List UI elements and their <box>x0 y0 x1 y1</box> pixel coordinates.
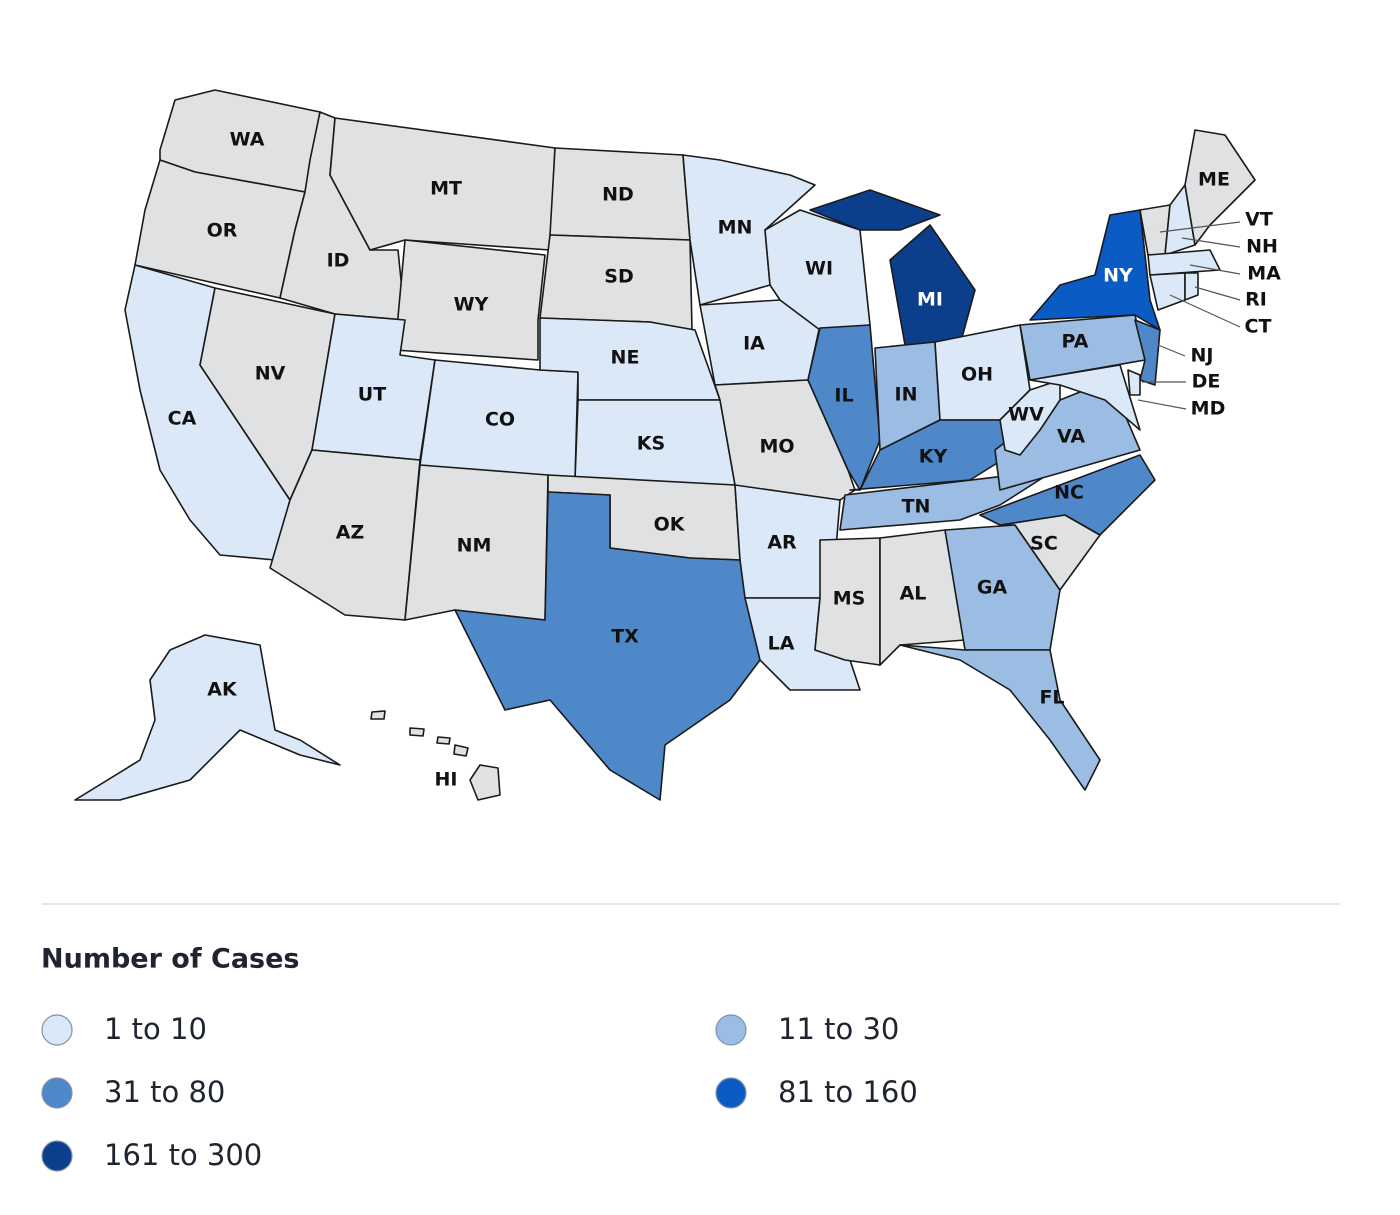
state-label: WY <box>454 294 489 316</box>
state-label: IA <box>743 333 765 355</box>
state-shape <box>74 634 341 801</box>
state-label: HI <box>435 769 458 791</box>
state-label: MO <box>759 436 794 458</box>
state-label: VA <box>1057 426 1085 448</box>
state-shape <box>899 644 1101 791</box>
state-shape <box>879 529 966 666</box>
legend-swatch <box>41 1077 73 1109</box>
state-label: FL <box>1039 687 1064 709</box>
state-label: OR <box>207 220 238 242</box>
state-shape <box>1029 364 1141 431</box>
state-label: WA <box>230 129 265 151</box>
state-label: MN <box>718 217 753 239</box>
state-shape <box>1127 369 1141 396</box>
state-label: GA <box>977 577 1008 599</box>
leader-line <box>1181 237 1241 248</box>
state-label: OK <box>654 514 686 536</box>
state-shape <box>454 491 761 801</box>
legend: 1 to 10 11 to 30 31 to 80 81 to 160 161 to 3… <box>41 1012 918 1172</box>
state-label: IL <box>834 385 853 407</box>
state-label: LA <box>768 633 795 655</box>
state-label: TX <box>611 626 639 648</box>
state-label: MT <box>430 178 462 200</box>
state-shape <box>469 764 501 801</box>
state-label: SD <box>604 266 633 288</box>
state-shape <box>999 379 1061 456</box>
legend-label: 1 to 10 <box>104 1012 207 1046</box>
legend-label: 81 to 160 <box>778 1075 918 1109</box>
state-label: UT <box>358 384 386 406</box>
leader-line <box>1159 221 1241 233</box>
state-label: NE <box>611 347 640 369</box>
state-label: ND <box>602 184 634 206</box>
legend-swatch <box>715 1014 747 1046</box>
state-label: KS <box>637 433 665 455</box>
state-shape <box>1029 209 1161 331</box>
legend-label: 31 to 80 <box>104 1075 225 1109</box>
legend-swatch <box>41 1140 73 1172</box>
state-label: CO <box>485 409 515 431</box>
state-label: MS <box>833 588 866 610</box>
state-label: AZ <box>336 522 364 544</box>
leader-line <box>1194 286 1241 301</box>
state-shape <box>409 727 425 737</box>
legend-swatch <box>41 1014 73 1046</box>
state-label: CA <box>168 408 197 430</box>
state-label: WV <box>1008 404 1044 426</box>
leader-line <box>1137 399 1187 410</box>
state-label: PA <box>1062 331 1089 353</box>
leader-line <box>1169 294 1241 328</box>
state-label: NJ <box>1191 345 1214 367</box>
state-label: AL <box>900 583 927 605</box>
legend-swatch <box>715 1077 747 1109</box>
state-label: KY <box>919 446 948 468</box>
state-shape <box>944 524 1061 651</box>
state-label: WI <box>805 258 833 280</box>
leader-line <box>1157 344 1186 357</box>
state-label: NY <box>1103 265 1133 287</box>
state-label: DE <box>1192 371 1221 393</box>
us-map: WA OR CA NV ID MT WY UT CO AZ NM ND SD NE KS OK TX MN IA MO… <box>74 89 1281 801</box>
state-shape <box>436 736 451 745</box>
legend-label: 11 to 30 <box>778 1012 899 1046</box>
state-label: MA <box>1247 263 1281 285</box>
legend-label: 161 to 300 <box>104 1138 262 1172</box>
state-label: NH <box>1246 236 1278 258</box>
state-label: ID <box>327 250 350 272</box>
state-label: NC <box>1054 482 1084 504</box>
state-label: MI <box>917 289 943 311</box>
state-shape <box>1184 129 1256 246</box>
legend-title: Number of Cases <box>41 944 300 975</box>
state-label: IN <box>895 384 918 406</box>
state-shape <box>809 189 941 231</box>
state-shape <box>889 224 976 346</box>
state-label: RI <box>1245 289 1267 311</box>
state-shape <box>979 454 1156 536</box>
state-label: NM <box>457 535 492 557</box>
state-shape <box>1149 272 1186 311</box>
state-label: CT <box>1245 316 1272 338</box>
state-shape <box>370 710 386 720</box>
leader-line <box>1189 264 1241 275</box>
state-label: AR <box>767 532 797 554</box>
state-shape <box>269 449 421 621</box>
state-label: TN <box>902 496 931 518</box>
state-label: MD <box>1191 398 1226 420</box>
state-shape <box>1184 272 1199 301</box>
state-label: VT <box>1245 209 1273 231</box>
state-shape <box>1147 249 1221 276</box>
state-shape <box>453 744 469 757</box>
state-label: AK <box>207 679 238 701</box>
state-label: ME <box>1198 169 1230 191</box>
state-label: NV <box>255 363 286 385</box>
state-label: SC <box>1030 533 1058 555</box>
state-label: OH <box>961 364 993 386</box>
